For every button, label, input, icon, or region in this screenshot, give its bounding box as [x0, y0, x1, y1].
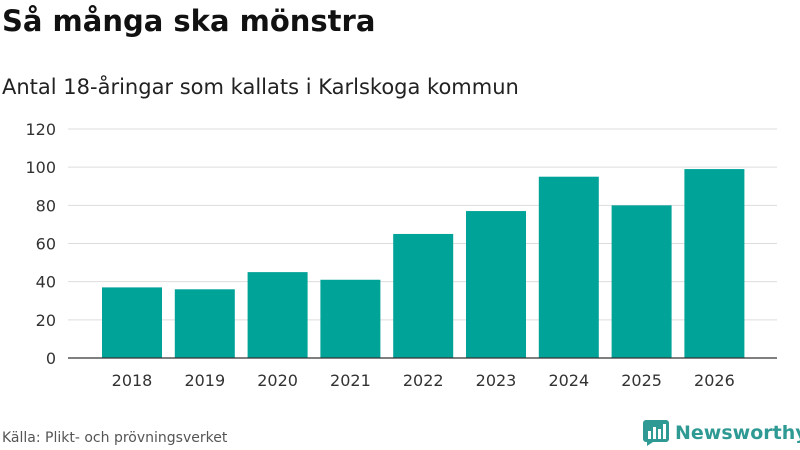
chart-title: Så många ska mönstra: [2, 4, 376, 38]
x-tick-label: 2024: [548, 371, 589, 390]
bar: [611, 205, 672, 358]
y-tick-label: 80: [36, 196, 56, 215]
x-tick-label: 2026: [694, 371, 735, 390]
x-tick-label: 2023: [476, 371, 517, 390]
x-tick-label: 2021: [330, 371, 371, 390]
y-tick-label: 40: [36, 273, 56, 292]
x-tick-label: 2025: [621, 371, 662, 390]
x-tick-label: 2019: [184, 371, 225, 390]
x-tick-label: 2020: [257, 371, 298, 390]
source-note: Källa: Plikt- och prövningsverket: [2, 430, 228, 446]
chart-subtitle: Antal 18-åringar som kallats i Karlskoga…: [2, 75, 519, 99]
y-tick-label: 20: [36, 311, 56, 330]
y-tick-label: 60: [36, 235, 56, 254]
bar: [684, 169, 745, 358]
bar-chart-logo-icon: [643, 420, 669, 446]
bar: [102, 287, 162, 358]
bar: [393, 233, 454, 358]
brand-logo: Newsworthy: [643, 420, 800, 446]
y-tick-label: 120: [25, 120, 56, 139]
bar-chart: 0 20 40 60 80 100 120 2018 2019 2020 2021 2022 2023 2…: [25, 120, 777, 390]
bar: [247, 272, 308, 358]
bar: [174, 289, 235, 358]
y-tick-label: 100: [25, 158, 56, 177]
bar: [466, 211, 526, 358]
brand-name: Newsworthy: [675, 422, 800, 444]
bar: [320, 279, 381, 358]
x-tick-label: 2022: [403, 371, 444, 390]
y-tick-label: 0: [46, 349, 56, 368]
bar: [538, 176, 599, 358]
x-tick-label: 2018: [112, 371, 153, 390]
